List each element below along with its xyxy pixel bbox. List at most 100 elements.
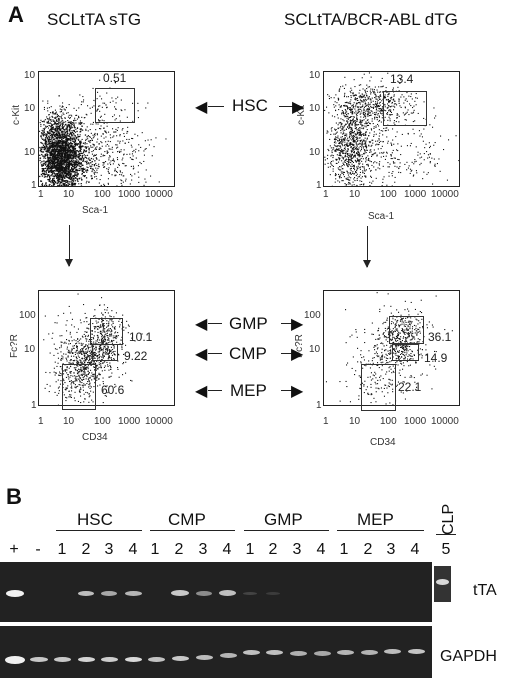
dot [353,112,355,114]
dot [43,129,45,131]
dot [362,147,364,149]
dot [354,123,356,125]
dot [425,143,427,145]
dot [88,148,90,150]
dot [52,120,54,122]
dot [415,104,417,106]
dot [39,175,41,178]
dot [69,122,71,124]
dot [393,98,395,100]
dot [86,383,88,385]
dot [47,151,49,153]
dot [64,370,66,372]
dot [106,323,108,325]
dot [88,401,90,403]
dot [374,161,376,163]
dot [80,142,82,144]
dot [64,382,66,384]
dot [61,133,63,135]
dot [71,146,73,148]
dot [77,164,79,166]
dot [362,120,364,122]
dot [92,374,94,376]
dot [100,128,102,130]
dot [387,103,389,105]
dot [370,114,372,116]
dot [372,139,374,141]
dot [57,127,59,129]
dot [66,164,68,167]
dot [107,346,109,348]
dot [50,171,52,173]
dot [75,376,77,378]
dot [63,353,65,355]
dot [78,136,80,138]
dot [366,122,368,124]
dot [73,107,75,109]
dot [62,182,64,185]
dot [68,114,70,116]
dot [40,125,42,127]
dot [66,169,68,171]
dot [140,146,142,148]
dot [347,179,349,181]
dot [385,110,387,112]
dot [114,169,116,171]
dot [107,140,109,142]
dot [439,170,441,172]
dot [61,106,63,108]
dot [62,123,64,125]
dot [70,136,72,138]
dot [54,117,56,120]
dot [436,163,438,165]
dot [351,163,353,165]
dot [355,110,357,112]
dot [384,94,386,96]
dot [353,132,355,134]
dot [370,105,372,107]
dot [51,136,53,138]
dot [392,128,394,130]
dot [355,126,357,128]
dot [109,376,111,378]
dot [96,164,98,166]
dot [93,373,95,375]
dot [415,97,417,99]
dot [69,170,71,172]
dot [372,154,374,156]
dot [102,381,104,383]
dot [138,181,140,183]
dot [58,123,60,125]
dot [327,94,329,96]
dot [51,170,53,172]
dot [391,175,393,177]
dot [367,98,369,100]
dot [336,159,338,161]
dot [60,176,62,178]
dot [133,167,135,169]
dot [67,374,69,376]
dot [90,162,92,164]
dot [57,362,59,364]
dot [125,180,127,182]
dot [369,185,371,186]
dot [86,157,88,159]
condition-title-left: SCLtTA sTG [47,10,142,29]
dot [60,128,62,130]
dot [132,159,134,161]
dot [41,146,43,148]
dot [112,326,114,328]
dot [71,143,73,145]
dot [74,167,77,169]
dot [96,133,98,135]
dot [74,177,76,179]
dot [353,138,355,140]
dot [329,145,331,147]
dot [64,152,66,155]
dot [337,180,339,182]
dot [83,333,85,335]
dot [81,348,83,350]
dot [57,143,59,145]
dot [355,175,357,177]
dot [74,150,76,153]
